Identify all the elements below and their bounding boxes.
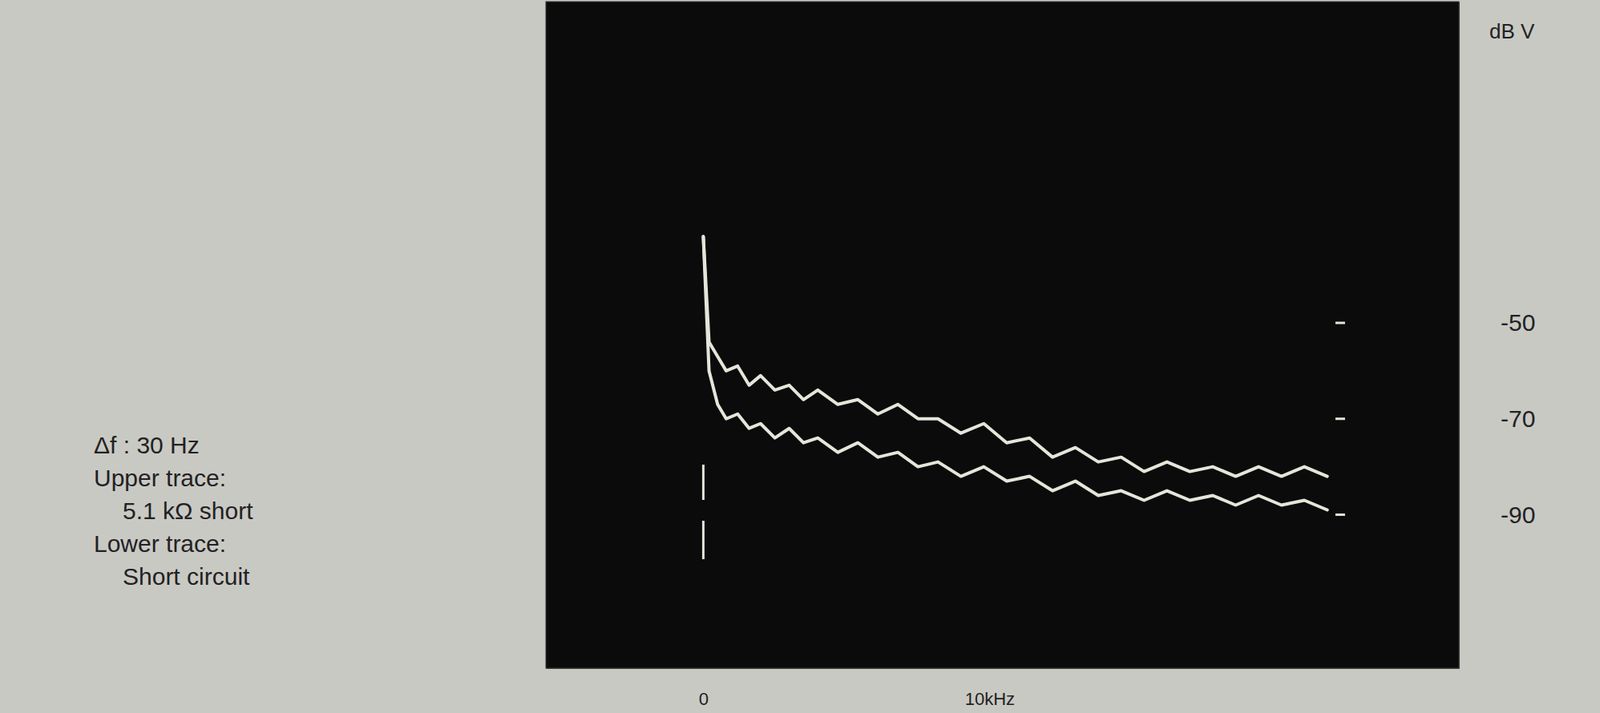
x-axis: 0 10kHz: [546, 668, 1460, 710]
x-tick: 10kHz: [965, 668, 1015, 710]
annotation: 5.1 kΩ short: [122, 497, 254, 525]
y-axis-title: dB V: [1489, 19, 1536, 44]
x-tick: 0: [698, 668, 709, 710]
annotations: Δf : 30 Hz Upper trace: 5.1 kΩ short Lower …: [93, 432, 254, 590]
y-tick-label: -70: [1500, 405, 1536, 433]
screen-ticks: [1335, 323, 1346, 515]
y-axis-line: [1458, 2, 1460, 670]
plot-frame: [545, 1, 1459, 669]
y-tick: -70: [1458, 405, 1536, 433]
zero-marker: [702, 521, 705, 560]
y-tick: -90: [1458, 501, 1536, 529]
y-tick: -50: [1458, 309, 1536, 336]
screen-tick: [1335, 322, 1346, 325]
annotation: Lower trace:: [93, 530, 227, 558]
annotation: Δf : 30 Hz: [93, 432, 200, 459]
traces: [703, 236, 1327, 510]
zero-markers: [703, 464, 704, 560]
x-axis-line: [546, 668, 1460, 670]
screen-tick: [1335, 513, 1346, 517]
trace: [703, 236, 1327, 510]
zero-marker: [702, 464, 705, 501]
trace: [703, 236, 1327, 477]
chart: 0 10kHz -50 -70 -90 dB V Δf : 30 Hz Upper trace…: [0, 0, 1600, 713]
x-tick-label: 10kHz: [965, 689, 1015, 710]
y-axis: -50 -70 -90: [1458, 2, 1536, 670]
screen-tick: [1335, 417, 1346, 421]
annotation: Short circuit: [122, 563, 251, 590]
y-tick-label: -50: [1500, 309, 1536, 336]
annotation: Upper trace:: [93, 464, 227, 492]
y-tick-label: -90: [1500, 501, 1536, 529]
x-tick-label: 0: [698, 689, 709, 710]
